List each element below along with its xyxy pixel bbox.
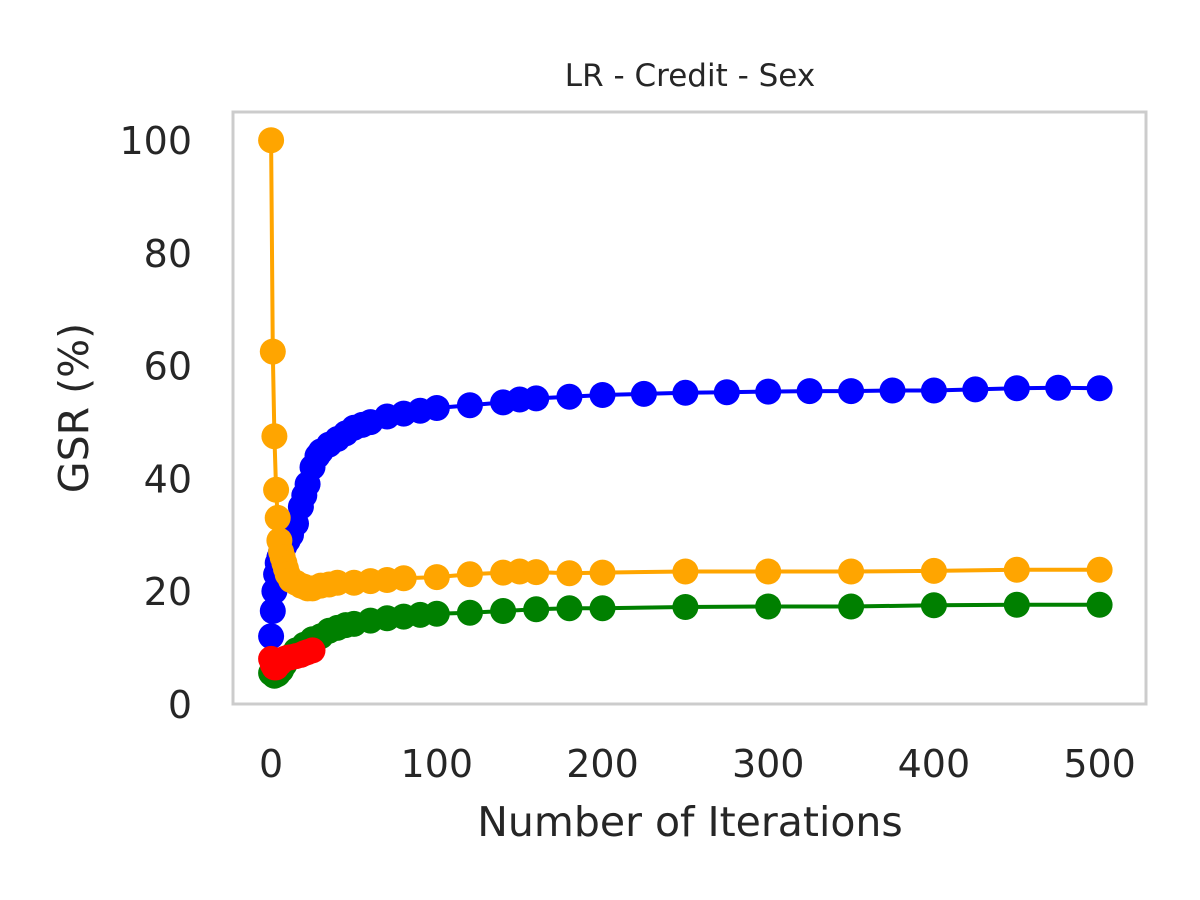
- data-point: [523, 385, 550, 412]
- data-point: [1086, 375, 1113, 402]
- data-point: [556, 383, 583, 410]
- data-point: [1086, 556, 1113, 583]
- data-point: [755, 378, 782, 405]
- data-point: [1003, 591, 1030, 618]
- data-point: [589, 382, 616, 408]
- x-tick-label: 500: [1063, 742, 1136, 786]
- data-point: [456, 392, 483, 419]
- data-point: [672, 558, 699, 585]
- y-tick-label: 60: [144, 345, 192, 389]
- data-point: [713, 379, 740, 406]
- data-point: [920, 557, 947, 584]
- data-point: [490, 598, 517, 624]
- data-point: [630, 380, 657, 407]
- x-tick-label: 300: [732, 742, 805, 786]
- data-point: [423, 395, 450, 421]
- y-tick-label: 40: [144, 457, 192, 501]
- y-tick-label: 100: [119, 119, 192, 163]
- data-point: [755, 593, 782, 620]
- data-point: [456, 561, 483, 588]
- data-point: [920, 592, 947, 619]
- data-point: [258, 127, 285, 154]
- data-point: [523, 559, 550, 586]
- data-point: [962, 376, 989, 403]
- data-point: [1003, 556, 1030, 583]
- series-3: [258, 637, 326, 681]
- series-layer: [258, 127, 1113, 689]
- data-point: [796, 378, 823, 405]
- data-point: [264, 504, 291, 531]
- chart-title: LR - Credit - Sex: [565, 58, 815, 94]
- data-point: [879, 377, 906, 404]
- x-tick-label: 0: [259, 742, 283, 786]
- data-point: [390, 565, 417, 592]
- data-point: [672, 379, 699, 406]
- x-axis-title: Number of Iterations: [477, 798, 903, 846]
- y-axis-title: GSR (%): [50, 323, 98, 493]
- data-point: [589, 595, 616, 622]
- data-point: [838, 378, 865, 405]
- x-tick-label: 400: [898, 742, 971, 786]
- data-point: [1045, 374, 1072, 401]
- data-point: [523, 596, 550, 623]
- data-point: [556, 595, 583, 622]
- series-1: [258, 127, 1113, 602]
- data-point: [1003, 375, 1030, 402]
- data-point: [838, 558, 865, 585]
- data-point: [920, 377, 947, 404]
- data-point: [299, 637, 326, 664]
- data-point: [589, 559, 616, 586]
- data-point: [838, 593, 865, 620]
- x-tick-labels: 0 100 200 300 400 500: [259, 742, 1136, 786]
- data-point: [423, 564, 450, 591]
- data-point: [258, 623, 285, 650]
- data-point: [672, 594, 699, 620]
- y-tick-label: 20: [144, 570, 192, 614]
- y-tick-labels: 0 20 40 60 80 100: [119, 119, 192, 727]
- data-point: [259, 598, 286, 624]
- data-point: [556, 560, 583, 587]
- data-point: [456, 599, 483, 626]
- data-point: [263, 476, 290, 503]
- y-tick-label: 80: [144, 232, 192, 276]
- data-point: [259, 338, 286, 365]
- data-point: [1086, 591, 1113, 618]
- data-point: [423, 600, 450, 627]
- y-tick-label: 0: [168, 683, 192, 727]
- x-tick-label: 200: [566, 742, 639, 786]
- data-point: [755, 558, 782, 585]
- x-tick-label: 100: [401, 742, 474, 786]
- data-point: [261, 423, 288, 450]
